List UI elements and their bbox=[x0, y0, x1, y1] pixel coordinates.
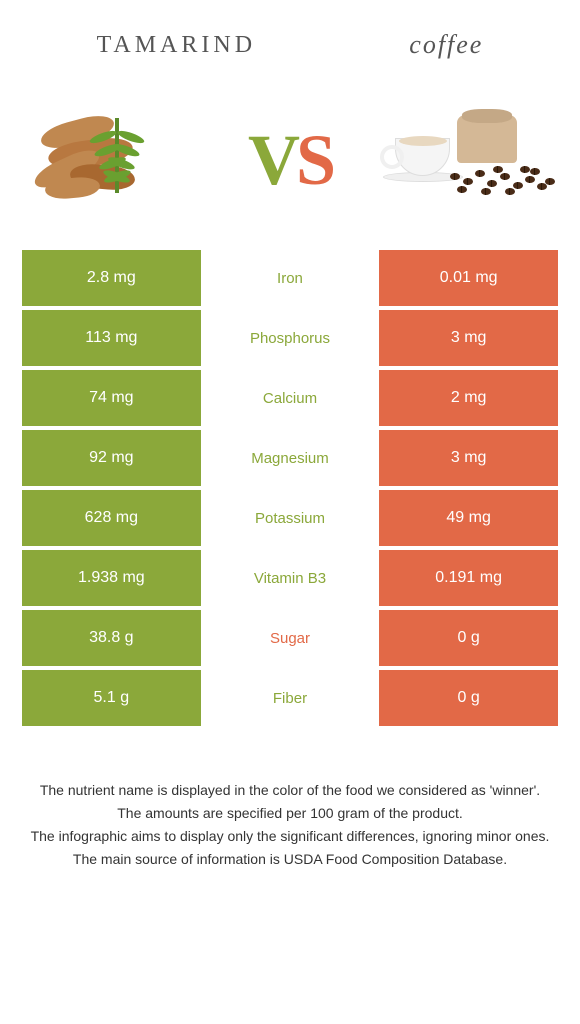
nutrient-name: Calcium bbox=[201, 370, 380, 426]
footer-notes: The nutrient name is displayed in the co… bbox=[0, 730, 580, 892]
header: Tamarind coffee bbox=[0, 0, 580, 80]
footer-line: The amounts are specified per 100 gram o… bbox=[25, 803, 555, 824]
left-value: 5.1 g bbox=[22, 670, 201, 726]
nutrient-name: Potassium bbox=[201, 490, 380, 546]
nutrient-name: Sugar bbox=[201, 610, 380, 666]
table-row: 113 mgPhosphorus3 mg bbox=[22, 310, 558, 366]
table-row: 1.938 mgVitamin B30.191 mg bbox=[22, 550, 558, 606]
nutrient-name: Iron bbox=[201, 250, 380, 306]
table-row: 5.1 gFiber0 g bbox=[22, 670, 558, 726]
left-value: 113 mg bbox=[22, 310, 201, 366]
table-row: 38.8 gSugar0 g bbox=[22, 610, 558, 666]
right-value: 0 g bbox=[379, 670, 558, 726]
comparison-table: 2.8 mgIron0.01 mg113 mgPhosphorus3 mg74 … bbox=[22, 250, 558, 726]
tamarind-image bbox=[20, 110, 195, 210]
right-value: 2 mg bbox=[379, 370, 558, 426]
nutrient-name: Vitamin B3 bbox=[201, 550, 380, 606]
left-value: 92 mg bbox=[22, 430, 201, 486]
vs-s: S bbox=[296, 120, 332, 200]
right-value: 0 g bbox=[379, 610, 558, 666]
coffee-image bbox=[385, 110, 560, 210]
left-food-title: Tamarind bbox=[97, 32, 256, 59]
table-row: 628 mgPotassium49 mg bbox=[22, 490, 558, 546]
table-row: 74 mgCalcium2 mg bbox=[22, 370, 558, 426]
right-value: 3 mg bbox=[379, 310, 558, 366]
table-row: 92 mgMagnesium3 mg bbox=[22, 430, 558, 486]
right-food-title: coffee bbox=[409, 30, 483, 60]
right-value: 0.191 mg bbox=[379, 550, 558, 606]
right-value: 0.01 mg bbox=[379, 250, 558, 306]
left-value: 1.938 mg bbox=[22, 550, 201, 606]
footer-line: The nutrient name is displayed in the co… bbox=[25, 780, 555, 801]
footer-line: The infographic aims to display only the… bbox=[25, 826, 555, 847]
right-value: 49 mg bbox=[379, 490, 558, 546]
nutrient-name: Magnesium bbox=[201, 430, 380, 486]
nutrient-name: Fiber bbox=[201, 670, 380, 726]
right-value: 3 mg bbox=[379, 430, 558, 486]
left-value: 38.8 g bbox=[22, 610, 201, 666]
table-row: 2.8 mgIron0.01 mg bbox=[22, 250, 558, 306]
vs-label: VS bbox=[248, 119, 332, 202]
left-value: 74 mg bbox=[22, 370, 201, 426]
vs-v: V bbox=[248, 120, 296, 200]
left-value: 628 mg bbox=[22, 490, 201, 546]
nutrient-name: Phosphorus bbox=[201, 310, 380, 366]
left-value: 2.8 mg bbox=[22, 250, 201, 306]
images-row: VS bbox=[0, 80, 580, 250]
footer-line: The main source of information is USDA F… bbox=[25, 849, 555, 870]
